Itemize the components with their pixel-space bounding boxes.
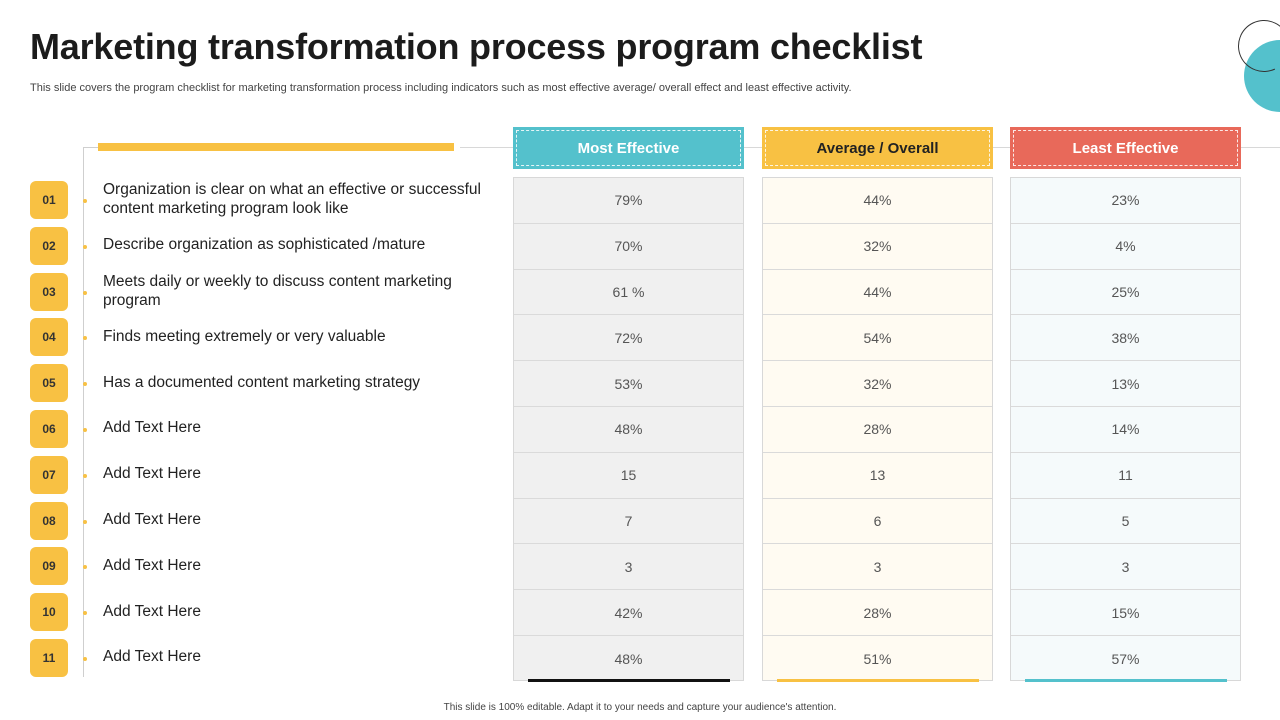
row-label: Meets daily or weekly to discuss content… — [103, 272, 452, 309]
value-cell: 23% — [1011, 178, 1240, 224]
value-cell: 61 % — [514, 270, 743, 316]
column-header-most-effective: Most Effective — [513, 127, 744, 169]
value-cell: 48% — [614, 650, 643, 667]
timeline-dot — [83, 565, 87, 570]
column-most-effective: 79% 70% 61 % 72% 53% 48% 15 7 3 42% 48% — [513, 177, 744, 681]
slide-title: Marketing transformation process program… — [30, 26, 923, 67]
value-cell: 28% — [763, 590, 992, 636]
value-cell: 32% — [763, 224, 992, 270]
value-cell: 70% — [514, 224, 743, 270]
value-cell: 32% — [763, 361, 992, 407]
timeline-dot — [83, 382, 87, 387]
value-cell: 44% — [763, 178, 992, 224]
row-number-badge: 02 — [30, 226, 68, 265]
row-label: Add Text Here — [103, 511, 201, 529]
timeline-dot — [83, 519, 87, 524]
row-label: Describe organization as sophisticated /… — [103, 236, 426, 254]
row-number-badge: 04 — [30, 318, 68, 357]
timeline-dot — [83, 473, 87, 478]
column-header-least-effective: Least Effective — [1010, 127, 1241, 169]
row-label: Finds meeting extremely or very valuable — [103, 327, 386, 345]
row-label: Has a documented content marketing strat… — [103, 373, 421, 391]
row-number-badge: 05 — [30, 364, 68, 403]
value-cell: 72% — [514, 315, 743, 362]
column-header-average-overall: Average / Overall — [762, 127, 993, 169]
row-number-badge: 09 — [30, 547, 68, 586]
row-label: Add Text Here — [103, 648, 201, 666]
column-underline — [777, 679, 979, 682]
row-number-badge: 06 — [30, 409, 68, 448]
value-cell: 15% — [1011, 590, 1240, 636]
value-cell: 54% — [763, 315, 992, 362]
slide-subtitle: This slide covers the program checklist … — [30, 82, 852, 94]
accent-bar — [98, 143, 454, 151]
value-cell: 3 — [1011, 544, 1240, 591]
value-cell: 13% — [1011, 361, 1240, 407]
timeline-dot — [83, 611, 87, 616]
row-number-badge: 10 — [30, 593, 68, 632]
value-cell: 25% — [1011, 270, 1240, 316]
column-least-effective: 23% 4% 25% 38% 13% 14% 11 5 3 15% 57% — [1010, 177, 1241, 681]
row-label: Add Text Here — [103, 419, 201, 437]
row-number-badge: 03 — [30, 272, 68, 311]
timeline-dot — [83, 244, 87, 249]
value-cell: 44% — [763, 270, 992, 316]
value-cell: 14% — [1011, 407, 1240, 453]
column-header-label: Average / Overall — [765, 130, 990, 166]
slide-footer: This slide is 100% editable. Adapt it to… — [443, 702, 837, 713]
row-number-badge: 11 — [30, 638, 68, 677]
column-header-label: Most Effective — [516, 130, 741, 166]
column-header-label: Least Effective — [1013, 130, 1238, 166]
timeline-line — [83, 147, 84, 677]
value-cell: 38% — [1011, 315, 1240, 362]
value-cell: 48% — [514, 407, 743, 453]
column-underline — [1025, 679, 1227, 682]
value-cell: 57% — [1111, 650, 1140, 667]
value-cell: 3 — [514, 544, 743, 591]
row-number-badge: 01 — [30, 180, 68, 219]
value-cell: 51% — [863, 650, 892, 667]
timeline-connector — [83, 147, 99, 148]
value-cell: 79% — [514, 178, 743, 224]
row-number-badge: 08 — [30, 501, 68, 540]
row-label: Add Text Here — [103, 556, 201, 574]
row-label: Add Text Here — [103, 602, 201, 620]
value-cell: 6 — [763, 499, 992, 545]
row-label: Organization is clear on what an effecti… — [103, 180, 481, 217]
value-cell: 13 — [763, 453, 992, 499]
value-cell: 4% — [1011, 224, 1240, 270]
column-average-overall: 44% 32% 44% 54% 32% 28% 13 6 3 28% 51% — [762, 177, 993, 681]
value-cell: 5 — [1011, 499, 1240, 545]
timeline-dot — [83, 290, 87, 295]
decorative-ring — [1230, 12, 1280, 80]
row-number-badge: 07 — [30, 455, 68, 494]
row-label: Add Text Here — [103, 465, 201, 483]
value-cell: 42% — [514, 590, 743, 636]
value-cell: 28% — [763, 407, 992, 453]
timeline-dot — [83, 656, 87, 661]
column-underline — [528, 679, 730, 682]
value-cell: 53% — [514, 361, 743, 407]
value-cell: 3 — [763, 544, 992, 591]
timeline-dot — [83, 198, 87, 203]
value-cell: 11 — [1011, 453, 1240, 499]
value-cell: 7 — [514, 499, 743, 545]
timeline-dot — [83, 336, 87, 341]
timeline-dot — [83, 427, 87, 432]
value-cell: 15 — [514, 453, 743, 499]
